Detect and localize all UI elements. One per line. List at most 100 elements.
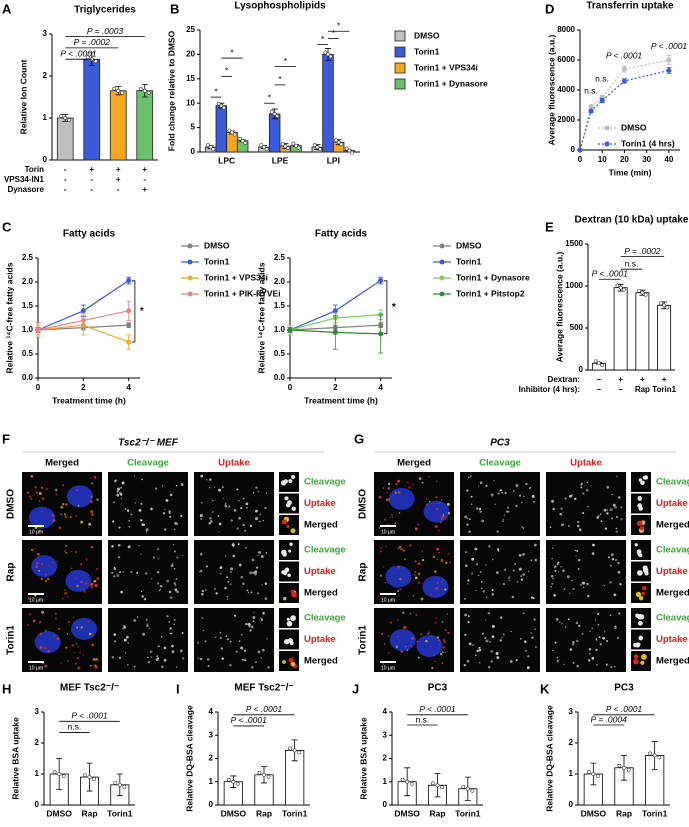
puncta: [499, 489, 502, 492]
inset-puncta: [635, 591, 642, 597]
puncta: [240, 633, 243, 636]
puncta: [156, 655, 159, 658]
puncta: [598, 514, 600, 517]
marker: [126, 278, 132, 284]
puncta: [569, 648, 573, 651]
series-line: [579, 59, 670, 151]
puncta: [130, 513, 133, 516]
puncta: [516, 580, 519, 583]
legend-label: Torin1 + Dynasore: [456, 272, 530, 282]
condition-cell: –: [597, 385, 602, 394]
puncta: [90, 585, 94, 589]
puncta: [246, 506, 248, 509]
puncta: [173, 618, 176, 622]
data-point: [288, 746, 292, 751]
puncta: [34, 548, 36, 550]
inset-puncta: [282, 660, 286, 664]
condition-cell: –: [618, 385, 623, 394]
y-tick-label: 4: [209, 707, 214, 716]
puncta: [444, 588, 447, 591]
puncta: [386, 491, 389, 494]
puncta: [476, 507, 479, 510]
puncta: [440, 558, 444, 562]
puncta: [534, 558, 537, 562]
y-tick-label: 15: [186, 74, 195, 83]
scale-bar-label: 10 µm: [381, 665, 395, 671]
puncta: [572, 661, 575, 664]
puncta: [616, 636, 620, 639]
puncta: [606, 485, 610, 489]
puncta: [425, 498, 428, 500]
puncta: [252, 571, 255, 574]
puncta: [66, 633, 69, 635]
marker: [126, 339, 132, 345]
puncta: [219, 631, 222, 634]
puncta: [416, 640, 418, 643]
y-tick-label: 3: [43, 29, 48, 38]
bracket: [383, 280, 388, 334]
puncta: [197, 657, 200, 659]
x-tick-label: Rap: [616, 808, 632, 818]
puncta: [240, 506, 243, 510]
annotation: P < .0001: [419, 704, 456, 714]
puncta: [379, 550, 383, 553]
puncta: [133, 665, 136, 668]
data-point: [240, 138, 245, 143]
puncta: [30, 475, 34, 478]
puncta: [248, 625, 251, 628]
puncta: [595, 638, 598, 640]
puncta: [523, 495, 525, 498]
puncta: [156, 570, 160, 574]
puncta: [75, 577, 77, 579]
puncta: [90, 495, 93, 498]
puncta: [612, 503, 616, 507]
inset-puncta: [290, 589, 295, 594]
data-point: [461, 784, 466, 789]
puncta: [236, 527, 239, 530]
puncta: [382, 566, 384, 568]
puncta: [618, 496, 621, 499]
puncta: [35, 565, 39, 569]
bracket: [131, 280, 136, 343]
puncta: [552, 649, 554, 652]
puncta: [181, 657, 185, 660]
puncta: [435, 586, 439, 590]
puncta: [217, 514, 220, 517]
puncta: [254, 572, 257, 576]
inset-puncta: [290, 615, 296, 622]
puncta: [264, 597, 268, 600]
puncta: [527, 570, 530, 573]
puncta: [56, 560, 59, 563]
chart-title: Fatty acids: [63, 229, 116, 240]
puncta: [382, 663, 385, 665]
row-label: DMSO: [358, 489, 369, 519]
puncta: [571, 579, 573, 582]
legend-marker: [604, 125, 610, 131]
puncta: [579, 583, 582, 586]
series-line: [579, 69, 670, 151]
data-point: [113, 780, 118, 785]
puncta: [478, 574, 480, 577]
puncta: [229, 663, 232, 667]
puncta: [384, 545, 387, 548]
puncta: [39, 632, 43, 636]
puncta: [388, 498, 391, 501]
data-point: [350, 150, 354, 155]
puncta: [114, 640, 117, 643]
puncta: [175, 578, 178, 580]
puncta: [555, 617, 559, 621]
puncta: [90, 545, 94, 549]
data-point: [57, 772, 62, 776]
puncta: [136, 616, 139, 618]
marker: [588, 108, 594, 114]
micrograph: [194, 608, 274, 672]
condition-label: Inhibitor (4 hrs):: [519, 385, 580, 394]
puncta: [596, 612, 600, 616]
puncta: [123, 638, 127, 642]
data-point: [643, 292, 648, 297]
column-header: Merged: [45, 458, 79, 469]
panel-letter: C: [2, 219, 12, 234]
data-point: [236, 781, 240, 786]
puncta: [589, 652, 591, 655]
puncta: [84, 582, 88, 585]
